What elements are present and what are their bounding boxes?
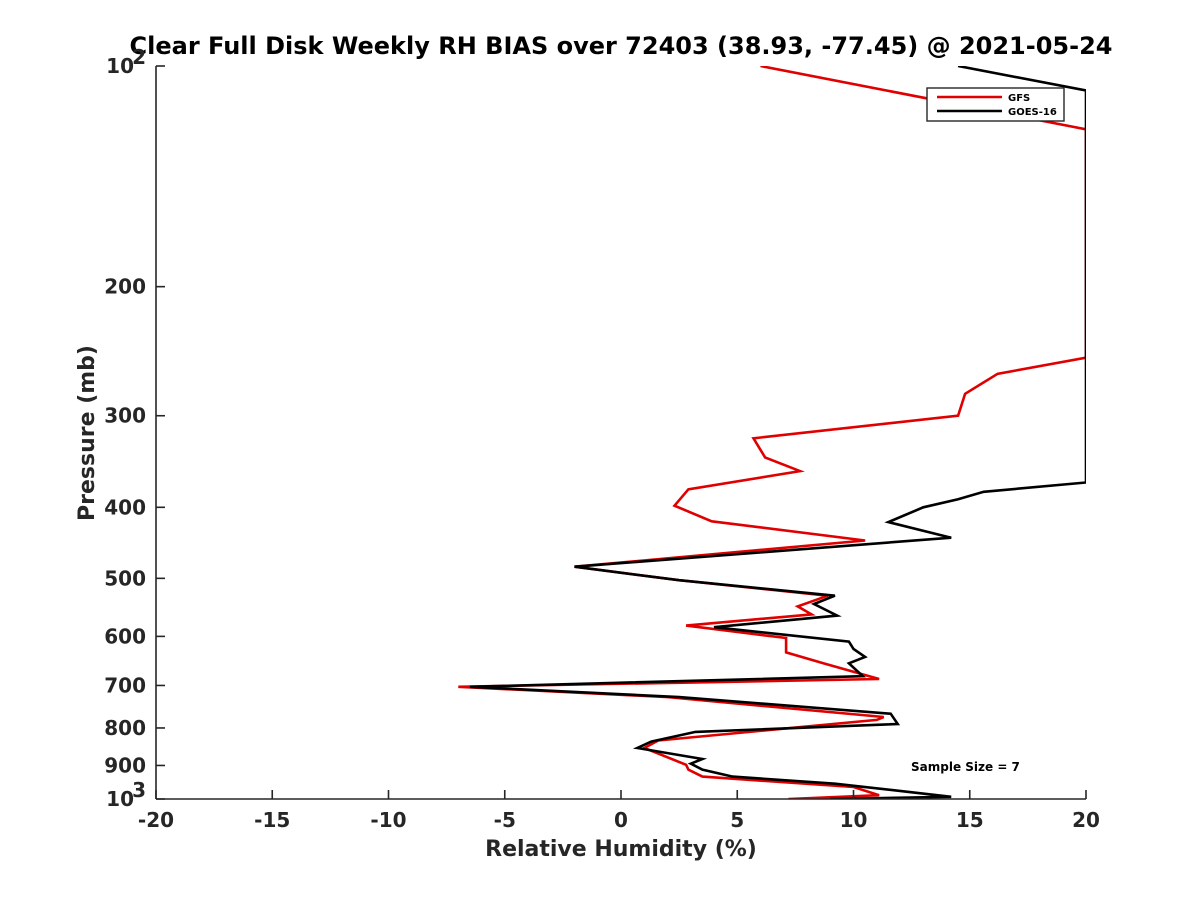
x-ticks: -20 -15 -10 -5 0 5 10 15 20 (138, 790, 1100, 832)
plot-area: -20 -15 -10 -5 0 5 10 15 20 10220030040050060070… (104, 45, 1100, 832)
y-tick-label: 300 (104, 404, 146, 428)
y-tick-label: 600 (104, 624, 146, 648)
legend-label-gfs: GFS (1008, 93, 1030, 104)
x-tick-label: -20 (138, 808, 174, 832)
series-line-goes-16 (469, 66, 1086, 799)
y-tick-label: 400 (104, 495, 146, 519)
x-tick-label: 15 (956, 808, 984, 832)
sample-size-annotation: Sample Size = 7 (911, 760, 1020, 774)
y-tick-label: 900 (104, 753, 146, 777)
legend: GFS GOES-16 (926, 87, 1065, 122)
series-line-gfs (458, 66, 1086, 799)
x-tick-label: 5 (730, 808, 744, 832)
y-tick-label: 200 (104, 275, 146, 299)
y-tick-label: 800 (104, 716, 146, 740)
y-tick-label: 10 (106, 787, 134, 811)
legend-label-goes-16: GOES-16 (1008, 107, 1057, 118)
x-axis-label: Relative Humidity (%) (485, 837, 757, 862)
y-axis-label: Pressure (mb) (75, 345, 100, 521)
y-tick-label: 10 (106, 54, 134, 78)
x-tick-label: -15 (254, 808, 290, 832)
x-tick-label: 10 (840, 808, 868, 832)
chart-title: Clear Full Disk Weekly RH BIAS over 7240… (130, 32, 1113, 60)
x-tick-label: 20 (1072, 808, 1100, 832)
legend-box (926, 87, 1065, 122)
x-tick-label: 0 (614, 808, 628, 832)
y-tick-label: 500 (104, 566, 146, 590)
y-tick-exponent: 3 (132, 778, 146, 802)
x-tick-label: -5 (494, 808, 516, 832)
x-tick-label: -10 (370, 808, 406, 832)
y-tick-exponent: 2 (132, 45, 146, 69)
series-layer (458, 66, 1086, 799)
y-tick-label: 700 (104, 673, 146, 697)
